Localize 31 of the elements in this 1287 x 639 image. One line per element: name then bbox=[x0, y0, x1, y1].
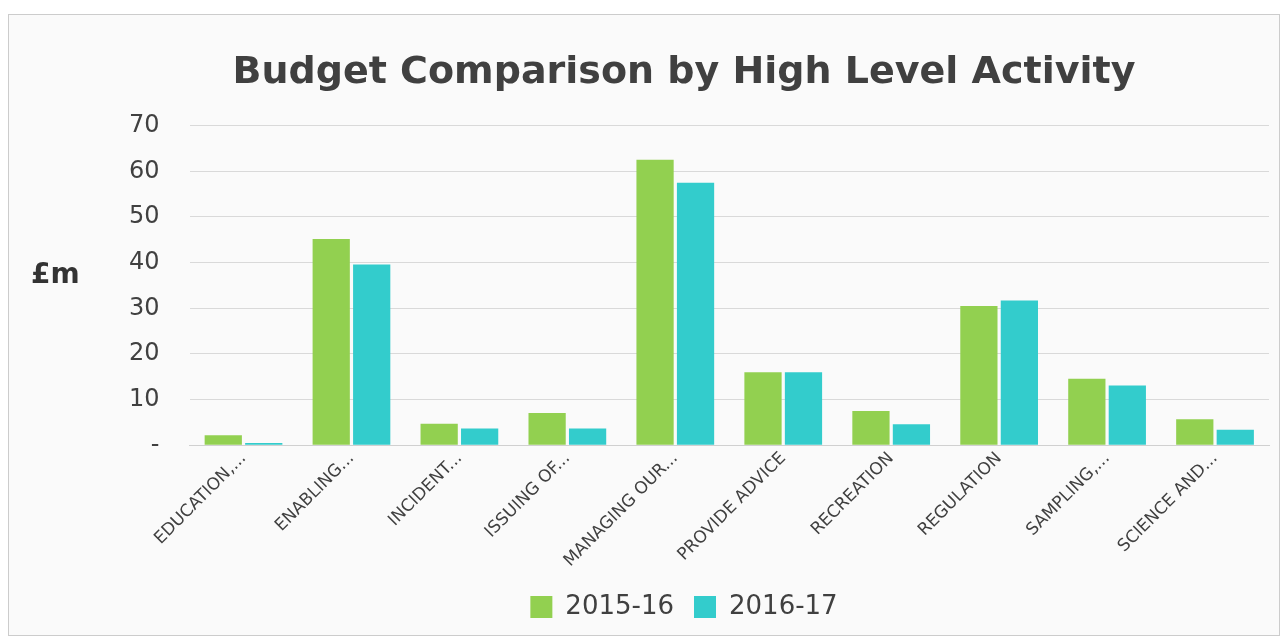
y-tick-label: - bbox=[150, 429, 160, 458]
bar bbox=[568, 428, 607, 445]
bar bbox=[528, 412, 566, 445]
bar bbox=[420, 423, 458, 445]
y-tick-label: 70 bbox=[128, 109, 160, 138]
y-tick-label: 20 bbox=[128, 338, 160, 367]
y-tick-label: 10 bbox=[128, 383, 160, 412]
bar bbox=[312, 238, 350, 445]
bar bbox=[1176, 419, 1214, 445]
y-tick-label: 30 bbox=[128, 292, 160, 321]
bar bbox=[960, 306, 998, 445]
bar bbox=[204, 435, 242, 445]
legend-label: 2016-17 bbox=[729, 589, 838, 620]
bar bbox=[353, 264, 391, 445]
bar bbox=[784, 372, 823, 445]
bar bbox=[744, 372, 782, 445]
chart-title: Budget Comparison by High Level Activity bbox=[232, 47, 1136, 92]
legend-label: 2015-16 bbox=[565, 589, 675, 620]
bar bbox=[852, 411, 890, 445]
bar bbox=[1216, 429, 1254, 445]
bar bbox=[461, 428, 499, 445]
bar bbox=[676, 182, 715, 445]
y-tick-label: 60 bbox=[128, 155, 160, 184]
bar bbox=[636, 159, 674, 445]
y-tick-label: 40 bbox=[128, 246, 160, 275]
y-axis-title: £m bbox=[31, 256, 80, 290]
bar bbox=[1068, 378, 1106, 445]
y-tick-label: 50 bbox=[128, 201, 160, 230]
bar bbox=[1000, 300, 1038, 445]
bar bbox=[1108, 385, 1146, 445]
bar bbox=[892, 424, 931, 445]
